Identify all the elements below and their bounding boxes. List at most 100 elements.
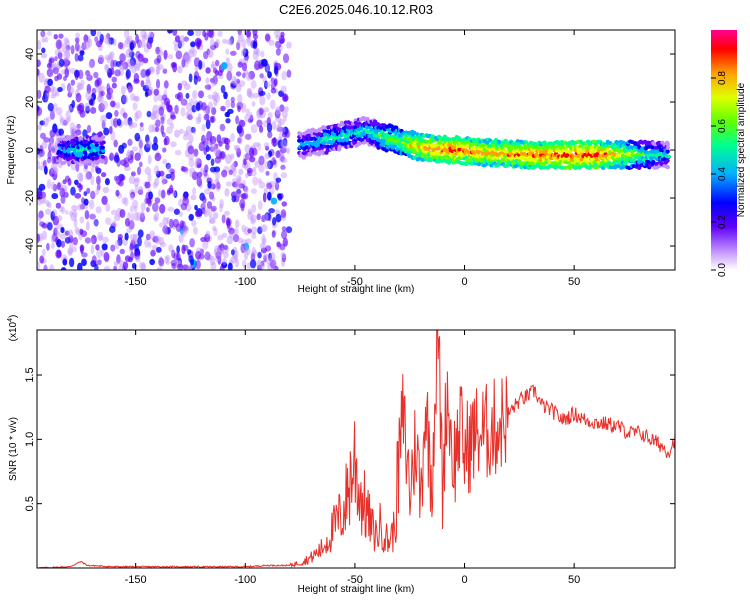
- spectrogram-noise-mark: [52, 208, 58, 217]
- spectrogram-noise-mark: [63, 50, 71, 61]
- spectrogram-noise-mark: [180, 98, 188, 106]
- spectrogram-noise-mark: [110, 67, 115, 76]
- spectrogram-noise-mark: [145, 233, 151, 241]
- spectrogram-noise-mark: [83, 191, 88, 197]
- spectrogram-noise-mark: [51, 193, 59, 200]
- spectrogram-noise-mark: [85, 70, 91, 77]
- spectrogram-noise-mark: [127, 138, 133, 147]
- spectrogram-noise-mark: [95, 86, 102, 93]
- spectrogram-panel: -150 -100 -50 0 50 -40 -20 0 20 40 Height of str…: [6, 29, 676, 295]
- spectrogram-noise-mark: [226, 63, 233, 73]
- spectrogram-noise-mark: [50, 166, 58, 175]
- spectrogram-noise-mark: [63, 37, 69, 44]
- spectrogram-noise-mark: [205, 77, 210, 84]
- spectrogram-noise-mark: [207, 101, 213, 110]
- spectrogram-noise-mark: [164, 135, 170, 146]
- spectrogram-noise-mark: [180, 107, 186, 117]
- spectrogram-noise-mark: [131, 199, 139, 209]
- spectrogram-noise-mark: [281, 111, 288, 118]
- spectrogram-noise-mark: [189, 98, 195, 106]
- spectrogram-noise-mark: [153, 136, 158, 146]
- spectrogram-noise-mark: [112, 220, 117, 228]
- spectrogram-noise-mark: [164, 256, 169, 264]
- spectrogram-noise-mark: [241, 62, 248, 72]
- spectrogram-noise-mark: [37, 59, 41, 68]
- spectrogram-noise-mark: [166, 126, 173, 135]
- spectrogram-noise-mark: [86, 187, 91, 194]
- spectrogram-noise-mark: [265, 170, 270, 176]
- spectrogram-noise-mark: [161, 175, 166, 186]
- spectrogram-noise-mark: [151, 244, 158, 251]
- spectrogram-noise-mark: [38, 210, 44, 219]
- spectrogram-noise-mark: [104, 54, 112, 61]
- spectrogram-noise-mark: [72, 236, 79, 246]
- spectrogram-noise-mark: [257, 264, 262, 270]
- spectrogram-noise-mark: [245, 152, 250, 161]
- spectrogram-noise-mark: [52, 67, 59, 75]
- spectrogram-noise-mark: [43, 266, 49, 270]
- spectrogram-noise-mark: [200, 236, 207, 243]
- spectrogram-noise-mark: [207, 180, 212, 189]
- spectrogram-noise-mark: [258, 125, 264, 133]
- spectrogram-noise-mark: [156, 267, 163, 270]
- spectrogram-noise-mark: [275, 34, 282, 41]
- spectrogram-noise-mark: [242, 48, 249, 57]
- spectrogram-noise-mark: [209, 146, 216, 152]
- spectrogram-noise-mark: [134, 58, 141, 69]
- spectrogram-band-mark: [100, 154, 106, 159]
- spectrogram-noise-mark: [60, 267, 67, 270]
- spectrogram-noise-mark: [74, 53, 79, 62]
- spectrogram-noise-mark: [178, 211, 183, 218]
- spectrogram-noise-mark: [185, 56, 191, 62]
- spectrogram-noise-mark: [70, 186, 76, 196]
- x-tick-label: -50: [347, 276, 363, 288]
- spectrogram-noise-mark: [211, 60, 215, 69]
- colorbar-tick-label: 0.4: [717, 167, 728, 181]
- spectrogram-noise-mark: [280, 209, 287, 219]
- spectrogram-noise-mark: [162, 158, 167, 165]
- spectrogram-noise-mark: [44, 79, 49, 85]
- spectrogram-noise-mark: [65, 209, 69, 216]
- spectrogram-noise-mark: [221, 232, 228, 238]
- spectrogram-noise-mark: [85, 105, 90, 114]
- snr-multiplier-close: ): [8, 315, 19, 318]
- spectrogram-noise-mark: [90, 175, 95, 186]
- spectrogram-noise-mark: [209, 77, 216, 84]
- spectrogram-noise-mark: [40, 191, 47, 199]
- spectrogram-noise-mark: [275, 150, 281, 159]
- spectrogram-noise-mark: [247, 228, 252, 234]
- spectrogram-noise-mark: [39, 132, 47, 140]
- spectrogram-noise-mark: [116, 118, 122, 127]
- x-tick-label: -100: [234, 276, 256, 288]
- spectrogram-band-mark: [94, 152, 99, 157]
- spectrogram-noise-mark: [59, 187, 66, 198]
- spectrogram-noise-mark: [90, 92, 96, 101]
- spectrogram-band-mark: [665, 149, 670, 154]
- spectrogram-noise-mark: [205, 145, 210, 153]
- spectrogram-noise-mark: [192, 187, 197, 196]
- spectrogram-noise-mark: [278, 90, 285, 97]
- spectrogram-noise-mark: [127, 59, 135, 70]
- spectrogram-band-mark: [100, 145, 105, 150]
- spectrogram-noise-mark: [225, 218, 232, 226]
- colorbar-ticks: 0.0 0.2 0.4 0.6 0.8: [711, 71, 728, 277]
- spectrogram-noise-mark: [78, 172, 84, 183]
- spectrogram-noise-mark: [137, 236, 142, 247]
- spectrogram-noise-mark: [139, 126, 145, 132]
- spectrogram-noise-mark: [101, 195, 108, 205]
- spectrogram-noise-mark: [116, 157, 121, 167]
- y-tick-label: 0: [24, 147, 36, 153]
- spectrogram-noise-mark: [264, 212, 271, 221]
- spectrogram-band-mark: [101, 148, 106, 153]
- spectrogram-noise-mark: [44, 36, 49, 43]
- spectrogram-noise-mark: [57, 52, 63, 60]
- spectrogram-noise-mark: [175, 50, 183, 60]
- spectrogram-noise-mark: [70, 79, 76, 86]
- spectrogram-noise-mark: [114, 109, 119, 117]
- spectrogram-noise-mark: [279, 37, 285, 44]
- spectrogram-noise-mark: [117, 233, 123, 241]
- spectrogram-noise-mark: [100, 172, 107, 178]
- spectrogram-noise-mark: [123, 30, 130, 39]
- spectrogram-noise-mark: [140, 202, 146, 211]
